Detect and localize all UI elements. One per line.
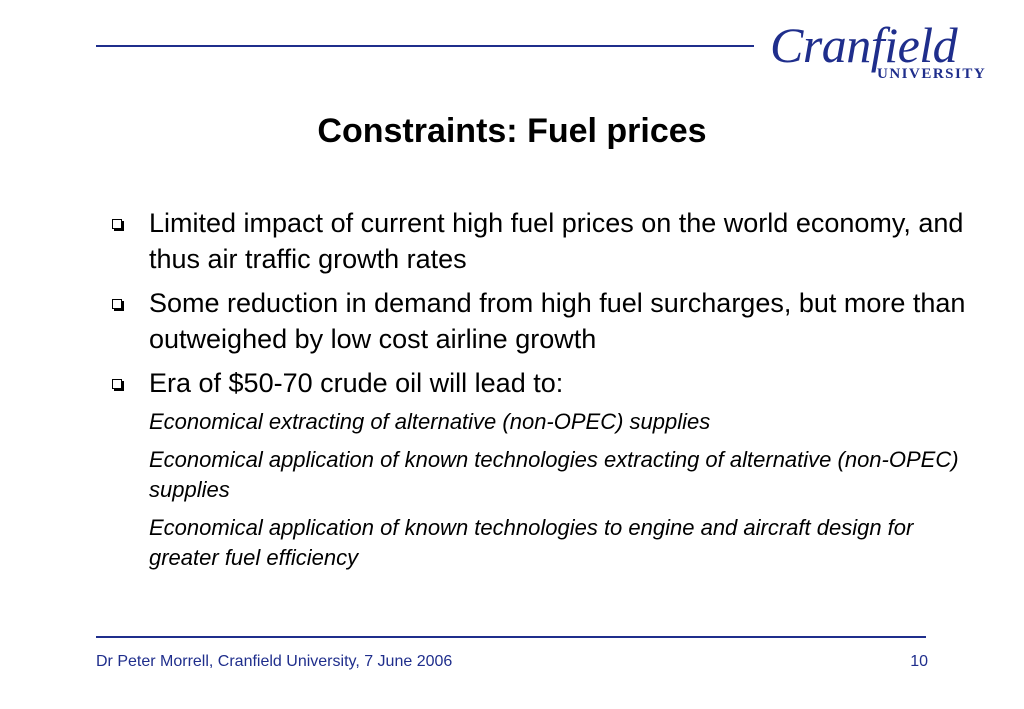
bullet-item: Era of $50-70 crude oil will lead to: <box>108 365 968 401</box>
sub-item: Economical application of known technolo… <box>149 447 959 502</box>
bullet-item: Limited impact of current high fuel pric… <box>108 205 968 277</box>
bullet-text: Limited impact of current high fuel pric… <box>149 208 964 274</box>
square-bullet-icon <box>112 219 122 229</box>
slide-content: Limited impact of current high fuel pric… <box>108 205 968 581</box>
footer-author: Dr Peter Morrell, Cranfield University, … <box>96 653 453 670</box>
logo-wordmark: Cranfield <box>770 17 958 73</box>
sub-item: Economical extracting of alternative (no… <box>149 409 711 434</box>
slide-title: Constraints: Fuel prices <box>317 112 707 150</box>
bullet-text: Some reduction in demand from high fuel … <box>149 288 966 354</box>
sub-list: Economical extracting of alternative (no… <box>108 407 968 573</box>
sub-item: Economical application of known technolo… <box>149 515 914 570</box>
bullet-text: Era of $50-70 crude oil will lead to: <box>149 368 564 398</box>
square-bullet-icon <box>112 379 122 389</box>
bullet-item: Some reduction in demand from high fuel … <box>108 285 968 357</box>
footer-rule <box>96 636 926 638</box>
page-number: 10 <box>910 653 928 670</box>
header-rule <box>96 45 754 47</box>
logo-subtitle: UNIVERSITY <box>877 66 987 82</box>
square-bullet-icon <box>112 299 122 309</box>
university-logo: Cranfield UNIVERSITY <box>770 16 1010 86</box>
